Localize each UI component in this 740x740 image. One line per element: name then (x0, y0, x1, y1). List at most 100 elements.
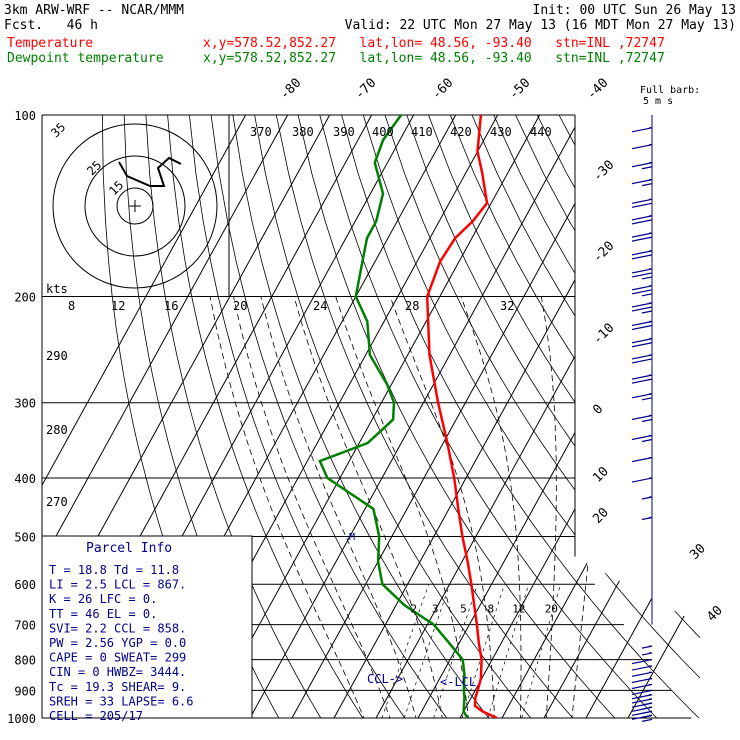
forecast-hour: Fcst. 46 h (4, 18, 98, 33)
mixing-ratio-label: 12 (512, 603, 525, 616)
hodograph-speed-label: 24 (313, 299, 327, 313)
moist-adiabat-line (233, 296, 395, 718)
dry-adiabat-line (254, 115, 542, 718)
theta-e-label: 430 (490, 125, 512, 139)
isotherm-line (242, 115, 590, 718)
pressure-tick-label: 900 (14, 684, 36, 698)
barb-flag-full (631, 306, 653, 312)
moist-adiabat-line (460, 296, 522, 718)
parcel-info-row: CIN = 0 HWBZ= 3444. (49, 665, 186, 679)
dry-adiabat-line (558, 115, 700, 718)
top-temp-tick-label: -70 (352, 76, 379, 103)
wind-barb (631, 457, 653, 463)
barb-flag-half (641, 183, 653, 187)
barb-flag-full (631, 689, 653, 695)
lcl-label: <-LCL (440, 675, 476, 689)
pressure-tick-label: 400 (14, 472, 36, 486)
right-temp-tick-label: -10 (590, 321, 617, 348)
barb-flag-full (631, 358, 653, 364)
isotherm-line (536, 115, 700, 718)
barb-flag-full (631, 268, 653, 274)
parcel-info-row: LI = 2.5 LCL = 867. (49, 578, 186, 592)
isotherm-line (326, 115, 674, 718)
right-temp-tick-label: 30 (687, 541, 709, 563)
right-temp-tick-label: 0 (590, 402, 606, 418)
barb-flag-full (631, 250, 653, 256)
wind-barb (631, 393, 653, 401)
mixing-ratio-label: 5 (460, 603, 467, 616)
theta-e-label: 440 (530, 125, 552, 139)
right-temp-tick-label: 20 (590, 505, 612, 527)
moist-adiabat-line (293, 296, 445, 718)
model-title: 3km ARW-WRF -- NCAR/MMM (4, 3, 185, 18)
barb-flag-full (631, 393, 653, 399)
temperature-location: x,y=578.52,852.27 lat,lon= 48.56, -93.40… (203, 36, 665, 51)
barb-flag-full (631, 671, 653, 677)
wind-barb (631, 232, 653, 242)
wind-barb (631, 320, 653, 331)
pressure-tick-label: 300 (14, 397, 36, 411)
barb-flag-half (641, 438, 653, 443)
wind-barb (641, 652, 653, 656)
wind-barb (631, 694, 653, 700)
barb-flag-full (631, 683, 653, 690)
hodograph-ring-label: 15 (106, 178, 126, 198)
theta-e-label: 380 (292, 125, 314, 139)
hodograph-ring-label: 35 (48, 120, 68, 140)
barb-flag-half (641, 418, 653, 423)
hodograph-ring (116, 187, 154, 225)
top-temp-tick-label: -40 (584, 76, 611, 103)
hodograph-speed-label: 32 (500, 299, 514, 313)
parcel-info-box: Parcel Info T = 18.8 Td = 11.8LI = 2.5 LC… (41, 535, 253, 723)
barb-flag-half (641, 276, 653, 280)
barb-legend-label: Full barb: (640, 85, 700, 96)
dry-adiabat-line (428, 115, 700, 718)
wind-barb (631, 374, 653, 384)
temperature-legend-label: Temperature (7, 36, 94, 51)
dry-adiabat-line (515, 115, 700, 718)
dry-adiabat-line (167, 115, 372, 718)
top-temp-tick-label: -60 (429, 76, 456, 103)
isotherm-line (200, 115, 548, 718)
pressure-tick-label: 800 (14, 654, 36, 668)
barb-flag-full (631, 232, 653, 238)
moist-adiabat-line (540, 296, 557, 718)
barb-flag-full (631, 272, 653, 278)
isotherm-line (578, 115, 700, 718)
dewpoint-legend-label: Dewpoint temperature (7, 51, 164, 66)
hodograph-units-label: kts (46, 282, 68, 296)
wind-barb (631, 689, 653, 695)
parcel-info-row: PW = 2.56 YGP = 0.0 (49, 636, 186, 650)
theta-e-label: 370 (250, 125, 272, 139)
wind-barb (631, 250, 653, 260)
theta-label: 270 (46, 495, 68, 509)
pressure-tick-label: 200 (14, 291, 36, 305)
hodograph-speed-label: 16 (164, 299, 178, 313)
dewpoint-location: x,y=578.52,852.27 lat,lon= 48.56, -93.40… (203, 51, 665, 66)
dry-adiabat-line (384, 115, 700, 718)
barb-flag-half (641, 166, 653, 170)
moist-adiabat-line (209, 296, 370, 718)
wind-barb (641, 516, 653, 521)
mixing-ratio-label: 3 (432, 603, 439, 616)
wind-barb (631, 162, 653, 170)
wind-barb (631, 683, 653, 690)
isotherm-line (452, 115, 700, 718)
wind-barb (631, 677, 653, 684)
dry-adiabat-line (297, 115, 627, 718)
parcel-info-row: Tc = 19.3 SHEAR= 9. (49, 680, 186, 694)
dry-adiabat-line (471, 115, 700, 718)
dry-adiabat-line (341, 115, 700, 718)
dry-adiabat-line (449, 115, 700, 718)
parcel-info-row: CAPE = 0 SWEAT= 299 (49, 651, 186, 665)
barb-flag-full (631, 302, 653, 308)
isotherm-line (368, 115, 700, 718)
mixing-ratio-line (381, 584, 430, 719)
hodograph-speed-label: 20 (233, 299, 247, 313)
moist-adiabat-line (260, 296, 420, 718)
dry-adiabat-line (623, 115, 700, 718)
barb-flag-half (641, 310, 653, 314)
right-temp-tick-label: -30 (590, 158, 617, 185)
wind-barb (631, 268, 653, 280)
theta-label: 290 (46, 349, 68, 363)
